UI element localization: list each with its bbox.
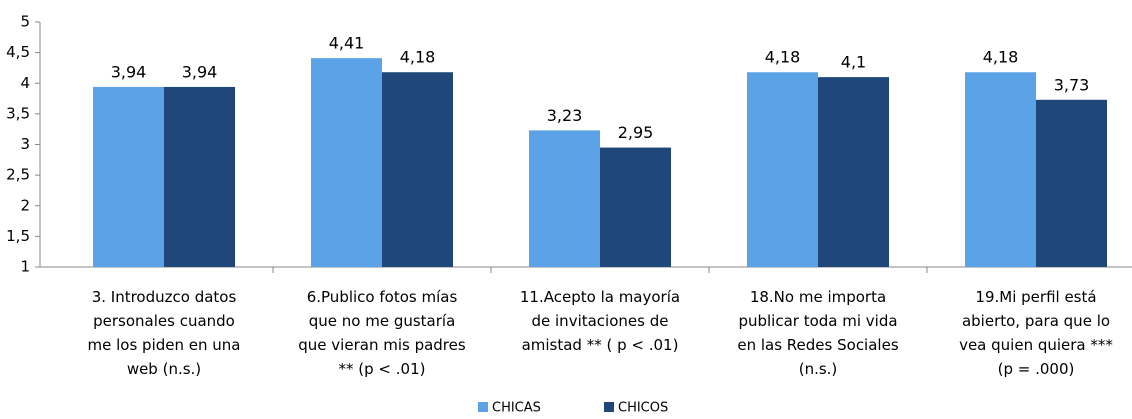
- legend-label: CHICAS: [492, 401, 541, 416]
- bar: [529, 130, 600, 267]
- y-tick-label: 2,5: [6, 166, 30, 184]
- y-tick-label: 4,5: [6, 43, 30, 61]
- legend-swatch: [478, 402, 488, 412]
- data-label: 3,94: [111, 62, 147, 81]
- data-label: 2,95: [618, 123, 654, 142]
- y-tick-label: 3: [20, 135, 30, 153]
- x-tick-label: 11.Acepto la mayoría de invitaciones de am…: [520, 288, 680, 354]
- y-tick-label: 2: [20, 196, 30, 214]
- bar: [965, 72, 1036, 267]
- data-label: 3,94: [182, 62, 218, 81]
- bar: [818, 77, 889, 267]
- x-tick-label: 18.No me importa publicar toda mi vida en …: [737, 288, 898, 378]
- y-tick-label: 1,5: [6, 227, 30, 245]
- data-label: 4,18: [765, 48, 801, 67]
- x-tick-label: 3. Introduzco datos personales cuando me l…: [88, 288, 241, 378]
- data-label: 4,18: [400, 48, 436, 67]
- y-tick-label: 1: [20, 258, 30, 276]
- legend-label: CHICOS: [618, 401, 668, 416]
- data-label: 4,18: [983, 48, 1019, 67]
- legend-swatch: [604, 402, 614, 412]
- data-label: 4,41: [329, 34, 365, 53]
- data-label: 3,73: [1054, 75, 1090, 94]
- x-tick-label: 19.Mi perfil está abierto, para que lo vea…: [959, 288, 1113, 378]
- bar: [311, 58, 382, 268]
- bar: [600, 147, 671, 267]
- y-tick-label: 4: [20, 74, 30, 92]
- y-tick-label: 3,5: [6, 104, 30, 122]
- bar: [382, 72, 453, 267]
- bar: [747, 72, 818, 267]
- bar: [1036, 99, 1107, 267]
- x-tick-label: 6.Publico fotos mías que no me gustaría qu…: [298, 288, 466, 378]
- data-label: 3,23: [547, 106, 583, 125]
- bar: [93, 86, 164, 267]
- data-label: 4,1: [841, 53, 866, 72]
- bar: [164, 86, 235, 267]
- y-tick-label: 5: [20, 13, 30, 31]
